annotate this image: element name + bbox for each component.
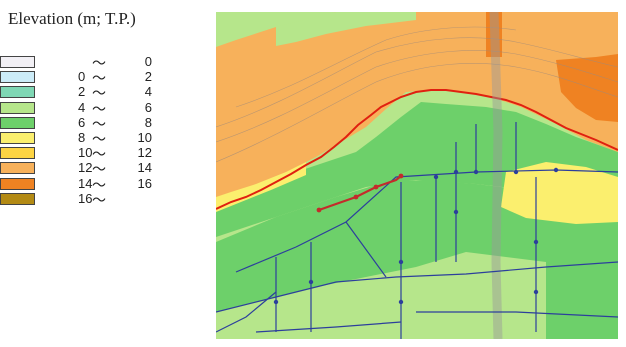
- legend-row: 8 ～ 10: [0, 130, 160, 147]
- boundary-line: [216, 89, 618, 210]
- legend-row: 10 ～ 12: [0, 145, 160, 163]
- legend-row: 0 ～ 2: [0, 69, 160, 87]
- legend-swatch: [0, 177, 35, 190]
- legend-range-from: 16: [78, 190, 93, 206]
- legend-range-to: 4: [144, 84, 152, 100]
- legend-range-to: 14: [137, 160, 152, 176]
- legend-swatch: [0, 147, 35, 160]
- legend-title: Elevation (m; T.P.): [8, 9, 136, 28]
- green-slope: [216, 102, 618, 237]
- legend-swatch: [0, 116, 35, 129]
- legend-range-from: 10: [78, 145, 93, 161]
- elevation-legend: Elevation (m; T.P.) ～ 0 0 ～ 2 2 ～ 4 4 ～ 6 6 ～ 8 8 ～ 10 10…: [0, 0, 205, 347]
- legend-range-separator: ～: [92, 85, 106, 102]
- legend-range-from: 6: [78, 114, 86, 130]
- legend-range-separator: ～: [92, 70, 106, 87]
- map-canvas[interactable]: [216, 12, 618, 339]
- upland-light-band: [276, 12, 416, 46]
- road: [489, 12, 503, 339]
- legend-range-to: 12: [137, 145, 152, 161]
- network-nodes: [273, 167, 559, 305]
- legend-row: 6 ～ 8: [0, 114, 160, 132]
- upland-area: [216, 12, 618, 197]
- legend-range-to: 0: [144, 54, 152, 69]
- legend-range-from: 2: [78, 84, 86, 100]
- legend-range-separator: ～: [92, 191, 106, 208]
- contour-lines: [216, 26, 618, 163]
- upland-green-top: [216, 12, 336, 47]
- legend-range-separator: ～: [92, 131, 106, 147]
- legend-row: 2 ～ 4: [0, 84, 160, 102]
- legend-range-to: 6: [144, 99, 152, 115]
- elevation-map[interactable]: [216, 12, 618, 339]
- legend-range-to: 8: [144, 114, 152, 130]
- legend-row: 12 ～ 14: [0, 160, 160, 178]
- legend-range-from: 14: [78, 175, 93, 191]
- highlight-nodes: [316, 173, 404, 213]
- legend-swatch: [0, 56, 35, 68]
- legend-swatch: [0, 86, 35, 99]
- legend-range-to: 16: [137, 175, 152, 191]
- legend-range-separator: ～: [92, 146, 106, 163]
- legend-range-separator: ～: [92, 100, 106, 117]
- legend-swatch: [0, 71, 35, 84]
- legend-swatch: [0, 101, 35, 114]
- legend-swatch: [0, 192, 35, 205]
- legend-range-separator: ～: [92, 161, 106, 178]
- highlight-segment: [318, 175, 402, 212]
- legend-range-from: 4: [78, 99, 86, 115]
- legend-row: 14 ～ 16: [0, 175, 160, 193]
- ridge-strip: [486, 12, 502, 57]
- legend-range-to: 2: [144, 69, 152, 85]
- legend-range-from: 8: [78, 130, 86, 145]
- legend-swatch: [0, 162, 35, 175]
- ridge-block: [556, 54, 618, 122]
- legend-range-separator: ～: [92, 115, 106, 132]
- legend-range-from: 0: [78, 69, 86, 85]
- yellow-patch-east: [501, 162, 618, 224]
- midland-area: [216, 180, 618, 339]
- legend-row: 4 ～ 6: [0, 99, 160, 117]
- legend-range-to: 10: [137, 130, 152, 145]
- legend-swatch: [0, 132, 35, 144]
- legend-row: 16 ～: [0, 190, 160, 208]
- legend-range-separator: ～: [92, 176, 106, 193]
- legend-range-separator: ～: [92, 55, 106, 71]
- legend-range-from: 12: [78, 160, 93, 176]
- legend-row: ～ 0: [0, 54, 160, 71]
